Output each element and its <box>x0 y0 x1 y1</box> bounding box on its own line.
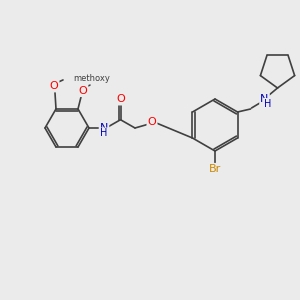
Text: H: H <box>264 99 271 109</box>
Text: H: H <box>100 128 108 139</box>
Text: Br: Br <box>209 164 221 174</box>
Text: N: N <box>260 94 269 104</box>
Text: methoxy: methoxy <box>74 74 110 83</box>
Text: N: N <box>100 123 108 133</box>
Text: O: O <box>148 117 156 127</box>
Text: O: O <box>50 81 58 91</box>
Text: O: O <box>79 86 87 96</box>
Text: O: O <box>117 94 125 104</box>
